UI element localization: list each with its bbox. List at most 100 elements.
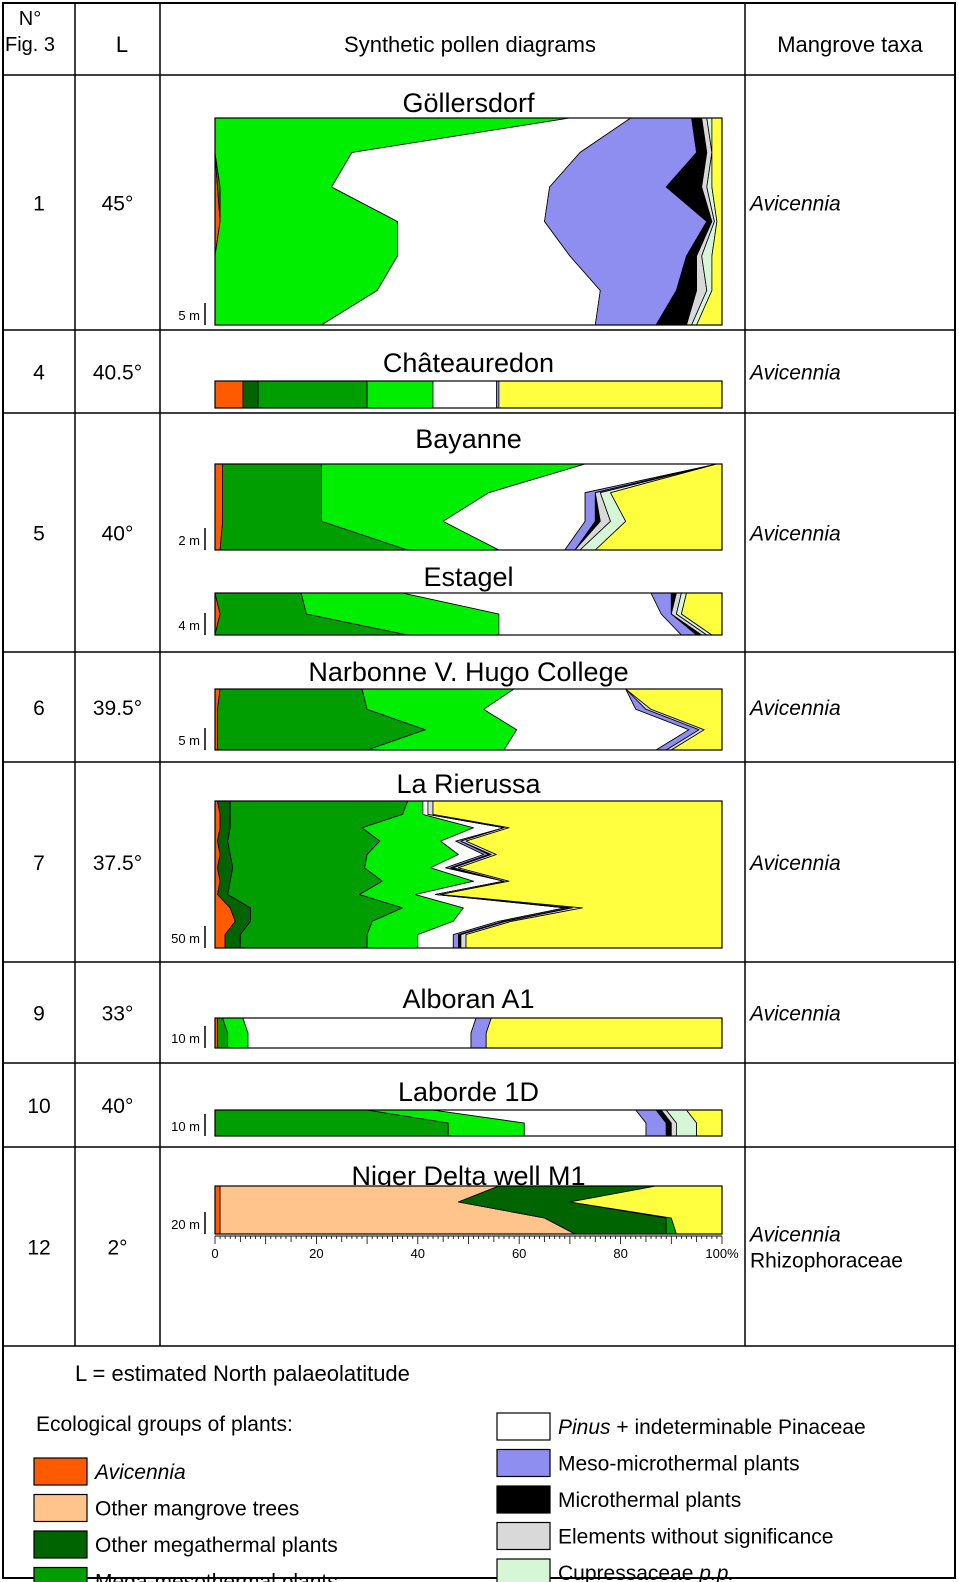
scale-bar: 4 m <box>178 613 206 635</box>
row-number: 5 <box>33 523 45 546</box>
legend-label-part: Mega-mesothermal plants <box>95 1571 338 1582</box>
header-taxa: Mangrove taxa <box>777 32 923 57</box>
legend-label-part: Avicennia <box>93 1461 186 1484</box>
area-herbaceous <box>485 1017 723 1049</box>
legend-label-part: Meso-microthermal plants <box>558 1453 800 1476</box>
axis-tick-label: 80 <box>613 1246 627 1261</box>
table-rows: 1 45° Avicennia Göllersdorf 5 m 4 40.5° Avicenn… <box>27 88 903 1273</box>
mangrove-taxon: Avicennia <box>748 362 841 385</box>
scale-label: 50 m <box>171 931 200 946</box>
legend-label: Microthermal plants <box>558 1489 741 1512</box>
row-number: 6 <box>33 697 45 720</box>
axis-tick-label: 40 <box>411 1246 425 1261</box>
row-latitude: 45° <box>102 193 134 216</box>
row-latitude: 2° <box>107 1237 127 1260</box>
legend-item-no_significance: Elements without significance <box>496 1521 833 1551</box>
scale-label: 10 m <box>171 1119 200 1134</box>
scale-bar: 20 m <box>171 1212 206 1234</box>
site-name: La Rierussa <box>396 769 541 799</box>
diagram-frame <box>214 1185 723 1235</box>
legend-label-part: Pinus <box>558 1416 611 1439</box>
legend-label: Cupressaceae p.p. <box>558 1562 734 1582</box>
header-diagrams: Synthetic pollen diagrams <box>344 32 596 57</box>
legend-label-part: + indeterminable Pinaceae <box>611 1416 866 1439</box>
legend: Avicennia Other mangrove trees Other megat… <box>33 1412 866 1582</box>
mangrove-taxon: Avicennia <box>748 697 841 720</box>
site-name: Laborde 1D <box>398 1077 539 1107</box>
table-row: 4 40.5° Avicennia Châteauredon <box>33 348 841 409</box>
mangrove-taxon: Avicennia <box>748 1224 841 1247</box>
scale-label: 4 m <box>178 618 200 633</box>
site-name: Châteauredon <box>383 348 554 378</box>
row-latitude: 33° <box>102 1003 134 1026</box>
legend-swatch <box>496 1485 551 1514</box>
table-header: N° Fig. 3 L Synthetic pollen diagrams Ma… <box>5 8 924 57</box>
legend-item-pinus: Pinus + indeterminable Pinaceae <box>496 1412 866 1441</box>
legend-label: Avicennia <box>93 1461 186 1484</box>
legend-label: Other megathermal plants <box>95 1534 338 1557</box>
header-number-line1: N° <box>19 8 41 30</box>
legend-label: Elements without significance <box>558 1526 833 1549</box>
scale-label: 5 m <box>178 308 200 323</box>
legend-item-other_megathermal: Other megathermal plants <box>33 1530 338 1559</box>
site-name: Bayanne <box>415 424 522 454</box>
mangrove-taxon: Avicennia <box>748 852 841 875</box>
legend-swatch <box>33 1457 88 1486</box>
table-row: 6 39.5° Avicennia Narbonne V. Hugo College 5… <box>33 657 841 751</box>
legend-swatch <box>33 1493 88 1523</box>
scale-label: 2 m <box>178 533 200 548</box>
site-name: Estagel <box>423 562 513 592</box>
legend-section: L = estimated North palaeolatitude Ecolo… <box>36 1361 410 1436</box>
legend-item-other_mangrove: Other mangrove trees <box>33 1493 299 1523</box>
legend-title: Ecological groups of plants: <box>36 1413 293 1436</box>
scale-label: 10 m <box>171 1031 200 1046</box>
legend-item-mega_mesothermal: Mega-mesothermal plants <box>33 1566 338 1582</box>
pollen-diagram: Narbonne V. Hugo College 5 m <box>178 657 723 751</box>
table-row: 1 45° Avicennia Göllersdorf 5 m <box>33 88 841 326</box>
area-herbaceous <box>498 380 723 409</box>
legend-label: Meso-microthermal plants <box>558 1453 800 1476</box>
area-avicennia <box>214 380 244 409</box>
table-row: 10 40° Laborde 1D 10 m <box>27 1077 723 1137</box>
pollen-diagram: Göllersdorf 5 m <box>178 88 723 326</box>
legend-label-part: Other megathermal plants <box>95 1534 338 1557</box>
legend-swatch <box>33 1530 88 1559</box>
row-latitude: 40° <box>102 1095 134 1118</box>
legend-swatch <box>496 1521 551 1551</box>
scale-bar: 50 m <box>171 926 206 948</box>
header-latitude: L <box>116 32 128 57</box>
row-latitude: 37.5° <box>93 852 142 875</box>
diagram-frame <box>214 1017 723 1049</box>
mangrove-taxon: Avicennia <box>748 1003 841 1026</box>
row-latitude: 40° <box>102 523 134 546</box>
scale-bar: 5 m <box>178 728 206 750</box>
row-number: 10 <box>27 1095 50 1118</box>
legend-swatch <box>496 1448 551 1478</box>
site-name: Göllersdorf <box>402 88 535 118</box>
legend-item-cupressaceae: Cupressaceae p.p. <box>496 1558 734 1582</box>
mangrove-taxon: Avicennia <box>748 193 841 216</box>
pollen-diagram: Châteauredon <box>214 348 723 409</box>
row-latitude: 39.5° <box>93 697 142 720</box>
row-number: 7 <box>33 852 45 875</box>
area-other_megathermal <box>242 380 259 409</box>
scale-label: 20 m <box>171 1217 200 1232</box>
row-latitude: 40.5° <box>93 362 142 385</box>
scale-bar: 10 m <box>171 1114 206 1136</box>
latitude-note: L = estimated North palaeolatitude <box>75 1361 410 1386</box>
diagram-frame <box>214 800 723 949</box>
area-pinus <box>242 1017 477 1049</box>
legend-item-meso_microthermal: Meso-microthermal plants <box>496 1448 800 1478</box>
diagram-frame <box>214 463 723 551</box>
legend-item-microthermal: Microthermal plants <box>496 1485 741 1514</box>
pollen-diagram: Laborde 1D 10 m <box>171 1077 723 1137</box>
pollen-diagram: Alboran A1 10 m <box>171 984 723 1049</box>
table-row: 5 40° Avicennia Bayanne 2 m Estagel 4 m <box>33 424 841 636</box>
diagram-frame <box>214 1109 723 1137</box>
scale-bar: 5 m <box>178 303 206 325</box>
axis-tick-label: 0 <box>211 1246 218 1261</box>
area-mesothermal <box>366 380 434 409</box>
legend-swatch <box>496 1558 551 1582</box>
scale-label: 5 m <box>178 733 200 748</box>
